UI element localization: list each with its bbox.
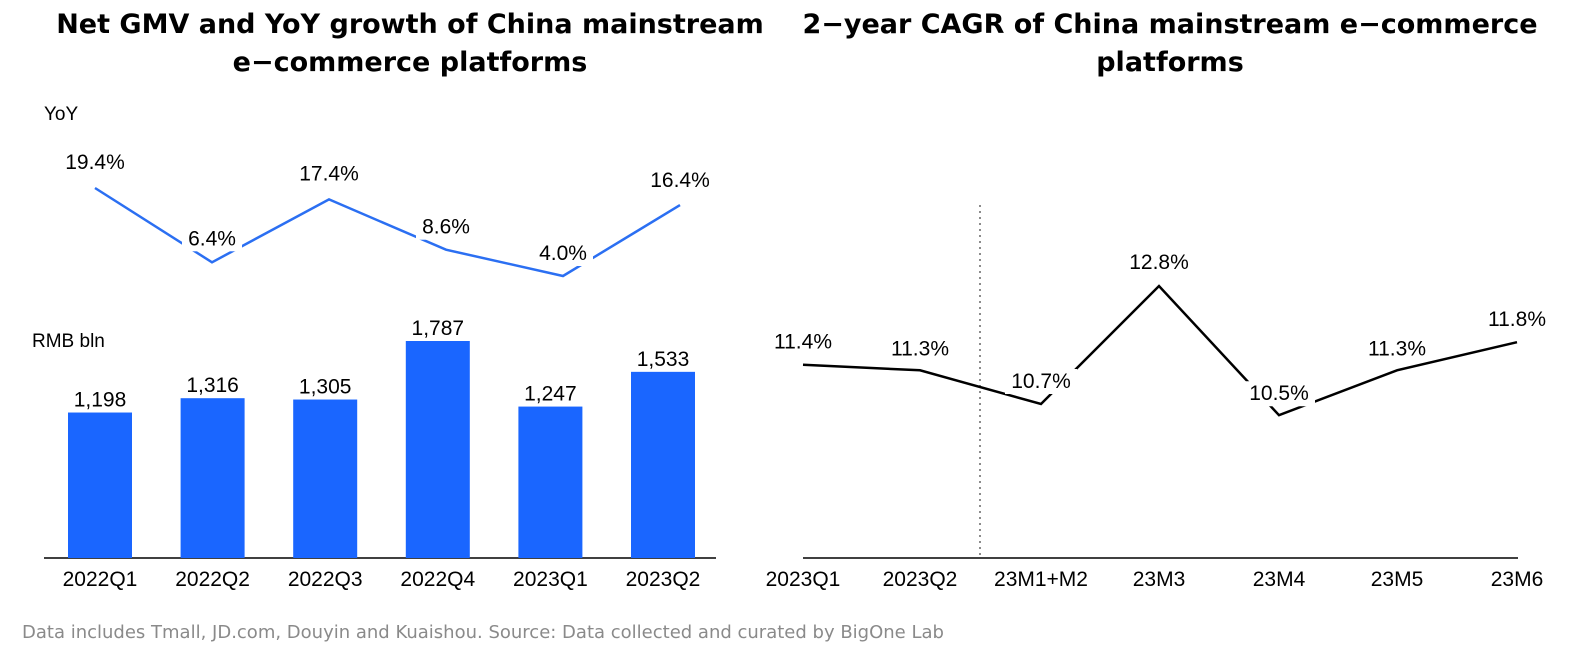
yoy-label-bg-2022Q2	[182, 226, 242, 252]
left-chart-title: Net GMV and YoY growth of China mainstre…	[30, 6, 790, 82]
left-x-tick-2023Q1: 2023Q1	[513, 568, 588, 591]
cagr-label-2023Q2: 11.3%	[891, 337, 949, 360]
gmv-bar-2023Q1	[518, 406, 583, 558]
gmv-bar-label-2022Q1: 1,198	[74, 389, 127, 412]
gmv-bar-2022Q2	[180, 398, 245, 558]
cagr-label-23M4: 10.5%	[1249, 382, 1309, 405]
left-x-tick-2022Q4: 2022Q4	[400, 568, 475, 591]
left-x-tick-2023Q2: 2023Q2	[626, 568, 701, 591]
right-chart-title-line-1: 2−year CAGR of China mainstream e−commer…	[802, 9, 1538, 40]
cagr-label-bg-23M4	[1243, 381, 1315, 407]
left-chart-title-line-1: Net GMV and YoY growth of China mainstre…	[56, 9, 764, 40]
gmv-bar-label-2022Q2: 1,316	[186, 374, 239, 397]
cagr-chart: 11.4% 2023Q1 11.3% 2023Q2 10.7% 23M1+M2 12.8% 2…	[766, 205, 1546, 591]
gmv-bar-2023Q2	[631, 371, 695, 558]
yoy-label-2022Q1: 19.4%	[65, 151, 125, 174]
yoy-label-2022Q2: 6.4%	[188, 227, 236, 250]
gmv-bar-label-2022Q4: 1,787	[412, 317, 465, 340]
gmv-unit-caption: RMB bln	[32, 331, 105, 352]
left-x-tick-2022Q3: 2022Q3	[288, 568, 363, 591]
right-chart-title: 2−year CAGR of China mainstream e−commer…	[790, 6, 1550, 82]
right-x-tick-23M6: 23M6	[1491, 568, 1544, 591]
right-x-tick-23M5: 23M5	[1371, 568, 1424, 591]
cagr-line	[802, 284, 1518, 417]
yoy-label-bg-2023Q1	[533, 241, 593, 266]
cagr-label-23M1+M2: 10.7%	[1011, 370, 1071, 393]
right-x-tick-23M1+M2: 23M1+M2	[994, 568, 1088, 591]
yoy-label-bg-2022Q4	[416, 214, 476, 240]
left-x-tick-2022Q2: 2022Q2	[175, 568, 250, 591]
yoy-label-2023Q1: 4.0%	[539, 242, 587, 265]
yoy-label-2023Q2: 16.4%	[650, 169, 710, 192]
cagr-label-2023Q1: 11.4%	[774, 331, 832, 354]
yoy-label-2022Q3: 17.4%	[299, 162, 359, 185]
cagr-label-23M3: 12.8%	[1129, 251, 1189, 274]
cagr-label-23M5: 11.3%	[1368, 337, 1426, 360]
gmv-bar-2022Q3	[293, 399, 358, 558]
gmv-bar-label-2023Q2: 1,533	[637, 348, 690, 371]
cagr-label-23M6: 11.8%	[1488, 308, 1546, 331]
cagr-label-bg-23M1+M2	[1005, 369, 1077, 394]
source-footnote: Data includes Tmall, JD.com, Douyin and …	[22, 622, 944, 643]
yoy-axis-caption: YoY	[44, 104, 79, 125]
left-x-tick-2022Q1: 2022Q1	[63, 568, 138, 591]
gmv-bar-2022Q1	[68, 412, 132, 558]
right-chart-title-line-2: platforms	[1096, 47, 1244, 78]
right-x-tick-2023Q1: 2023Q1	[766, 568, 841, 591]
right-x-tick-2023Q2: 2023Q2	[883, 568, 958, 591]
gmv-bar-2022Q4	[405, 341, 470, 558]
gmv-bar-label-2023Q1: 1,247	[524, 383, 577, 406]
gmv-yoy-chart: 1,198 2022Q1 1,316 2022Q2 1,305 2022Q3 1,787 20…	[44, 151, 716, 591]
left-chart-title-line-2: e−commerce platforms	[232, 47, 588, 78]
gmv-bar-label-2022Q3: 1,305	[299, 376, 352, 399]
right-x-tick-23M3: 23M3	[1133, 568, 1186, 591]
yoy-label-2022Q4: 8.6%	[422, 216, 470, 239]
right-x-tick-23M4: 23M4	[1253, 568, 1306, 591]
